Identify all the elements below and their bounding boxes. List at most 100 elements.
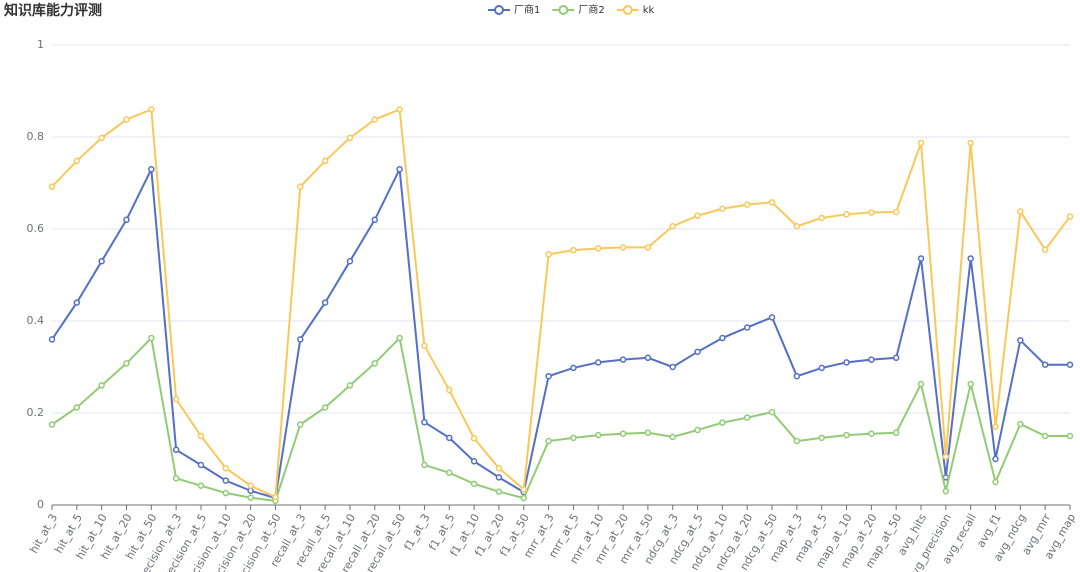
data-point [868,356,875,363]
data-point [818,214,825,222]
data-point [371,360,379,367]
data-point [545,251,552,258]
data-point [495,464,503,472]
data-point [495,488,503,495]
y-tick-label: 1 [37,38,44,51]
data-point [470,435,478,442]
data-point [222,464,230,472]
data-point [346,382,354,389]
y-tick-label: 0.6 [27,222,45,235]
data-point [48,183,56,190]
data-point [594,359,602,366]
data-point [917,380,925,388]
data-point [793,437,801,445]
data-point [843,211,850,218]
data-point [743,201,751,208]
data-point [917,255,925,262]
data-point [98,257,105,265]
legend-marker [494,5,504,15]
data-point [818,364,825,372]
data-point [1041,432,1049,440]
data-point [892,208,900,216]
data-point [421,418,428,426]
data-point [694,348,701,356]
data-point [719,419,726,426]
series-line [51,335,1070,502]
y-tick-label: 0.2 [27,406,45,419]
data-point [917,139,925,147]
data-point [694,212,701,219]
legend-item[interactable]: kk [616,5,655,16]
data-point [619,244,627,251]
data-point [892,429,900,437]
y-tick-label: 0.8 [27,130,45,143]
data-point [768,408,776,416]
data-point [470,458,478,465]
data-point [545,372,552,380]
data-point [719,205,726,213]
data-point [992,455,999,463]
legend-item[interactable]: 厂商2 [552,3,605,16]
data-point [868,209,875,216]
data-point [942,487,950,495]
data-point [346,257,354,265]
legend-label: 厂商2 [578,3,604,16]
data-point [446,386,453,394]
data-point [520,494,528,502]
data-point [868,430,875,437]
chart-title: 知识库能力评测 [4,2,102,19]
legend-marker [622,5,633,15]
data-point [48,421,56,428]
data-point [172,395,180,403]
data-point [843,431,850,439]
data-point [197,461,205,469]
legend-label: kk [643,5,655,16]
series-line [51,165,1070,500]
data-point [594,431,602,439]
data-point [892,354,900,362]
y-tick-label: 0 [37,498,44,511]
data-point [793,222,801,230]
data-point [545,437,552,445]
legend-marker [558,5,569,15]
data-point [570,434,577,442]
data-point [321,157,329,165]
data-point [172,446,180,454]
data-point [992,423,999,431]
data-point [495,474,503,481]
data-point [73,299,81,306]
legend-item[interactable]: 厂商1 [488,3,540,16]
data-point [396,334,403,342]
data-point [520,486,528,493]
data-point [73,157,81,165]
data-point [148,165,155,173]
data-point [272,493,279,501]
data-point [446,434,453,442]
data-point [1066,432,1074,440]
data-point [644,429,652,437]
data-point [1066,361,1074,368]
legend-label: 厂商1 [514,3,540,16]
data-point [73,404,81,411]
data-point [818,434,825,442]
data-point [446,469,453,477]
data-point [942,474,950,481]
data-point [396,165,403,173]
data-point [48,336,56,343]
data-point [594,245,602,252]
data-point [619,356,627,363]
data-point [1017,208,1024,215]
y-tick-label: 0.4 [27,314,45,327]
data-point [644,244,652,251]
data-point [396,106,403,113]
data-point [148,334,155,342]
data-point [247,482,254,489]
data-point [967,255,974,262]
data-point [992,478,999,486]
data-point [669,363,676,371]
data-point [197,482,205,489]
data-point [421,461,428,469]
data-point [172,475,180,482]
data-point [123,360,130,367]
data-point [644,354,652,362]
